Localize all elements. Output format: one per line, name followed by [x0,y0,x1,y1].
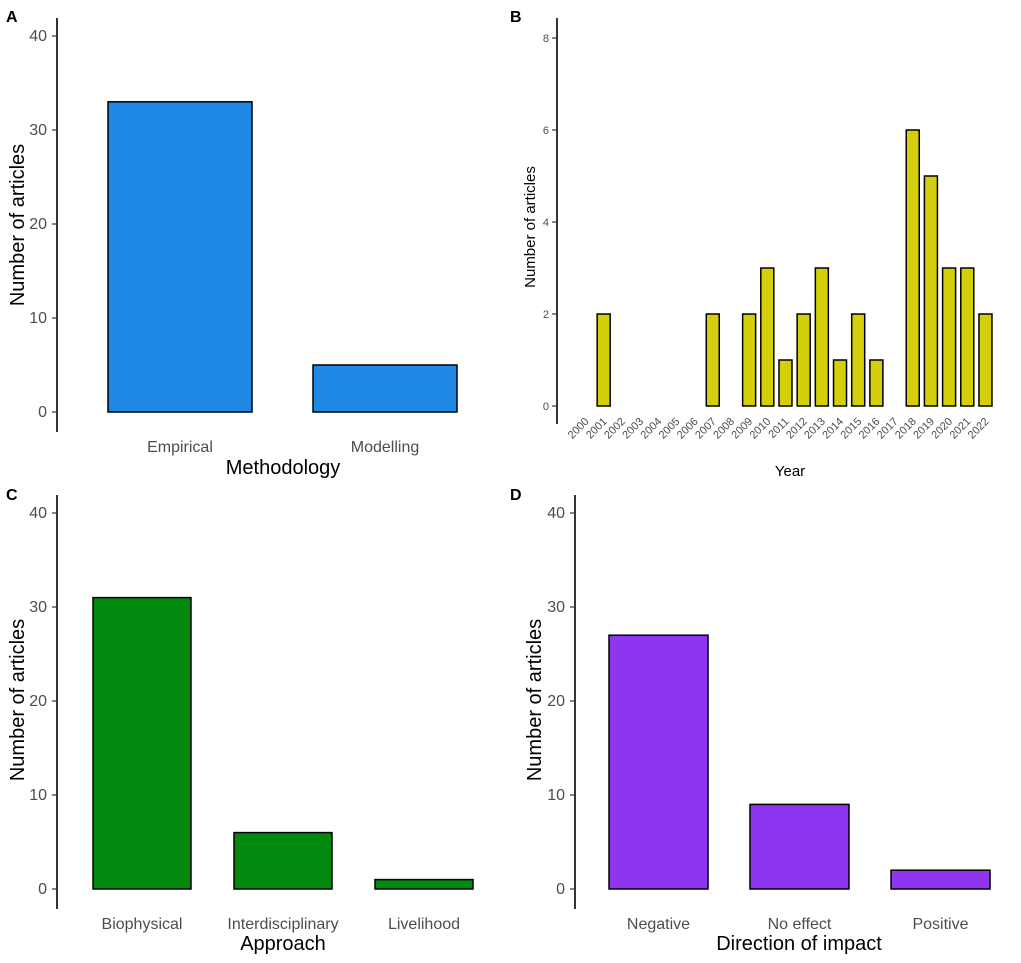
panel-b-y-tick-label: 0 [543,401,549,413]
panel-c-y-tick-label: 30 [29,599,47,616]
panel-a-y-tick-label: 40 [29,28,47,45]
panel-d-bar-positive [890,869,991,890]
panel-b-bar-2020 [941,267,957,407]
panel-b-bar-2011 [778,359,793,407]
panel-a-bar-empirical [107,101,253,413]
panel-b-y-axis-title: Number of articles [522,166,539,288]
panel-c: C 0 10 20 30 40 Biophysical Interdisciplinary Li… [6,487,474,955]
panel-d-y-tick-label: 40 [547,505,565,522]
panel-d-bar-no-effect [749,803,850,890]
panel-c-x-tick-label: Biophysical [102,916,183,933]
panel-b-label: B [510,9,522,26]
panel-c-x-axis-title: Approach [240,933,326,955]
panel-a-y-tick-label: 10 [29,310,47,327]
panel-c-y-tick-label: 40 [29,505,47,522]
panel-d-x-tick-label: No effect [768,916,832,933]
panel-d-bar-negative [608,634,709,890]
panel-c-x-tick-label: Interdisciplinary [227,916,338,933]
panel-c-label: C [6,487,18,504]
panel-b-bar-2007 [705,313,721,407]
panel-b-bar-2021 [960,267,975,407]
panel-d: D 0 10 20 30 40 Negative No effect Positive Direc… [510,487,991,955]
panel-b-bar-2012 [796,313,811,407]
panel-b-bar-2010 [760,267,775,407]
panel-b-y-tick-label: 2 [543,309,549,321]
panel-a-label: A [6,9,18,26]
panel-d-y-tick-label: 10 [547,787,565,804]
panel-d-y-tick-label: 0 [556,881,565,898]
panel-b-bar-2013 [814,267,830,407]
panel-c-x-tick-label: Livelihood [388,916,460,933]
panel-a-x-axis-title: Methodology [226,457,341,479]
panel-b-bar-2001 [596,313,611,407]
panel-b-bar-2018 [905,129,920,407]
panel-b: B024682000200120022003200420052006200720… [510,9,993,480]
panel-d-x-tick-label: Negative [627,916,690,933]
panel-c-bar-biophysical [92,596,192,890]
panel-c-y-tick-label: 0 [38,881,47,898]
panel-a-x-tick-label: Empirical [147,439,213,456]
panel-a-bar-modelling [312,364,458,413]
panel-a-x-tick-label: Modelling [351,439,419,456]
panel-b-bar-2015 [850,313,866,407]
panel-a-y-tick-label: 0 [38,404,47,421]
panel-b-y-tick-label: 6 [543,125,549,137]
panel-b-bar-2022 [978,313,993,407]
panel-d-y-tick-label: 20 [547,693,565,710]
panel-a-y-tick-label: 30 [29,122,47,139]
panel-b-bar-2009 [741,313,757,407]
panel-c-bar-livelihood [374,878,474,890]
panel-c-y-axis-title: Number of articles [7,619,29,781]
panel-a-y-axis-title: Number of articles [7,144,29,306]
panel-d-x-axis-title: Direction of impact [716,933,882,955]
panel-c-bar-interdisciplinary [233,831,333,890]
panel-c-y-tick-label: 10 [29,787,47,804]
panel-b-y-tick-label: 4 [543,217,549,229]
panel-b-x-axis-title: Year [775,463,805,480]
panel-a-y-tick-label: 20 [29,216,47,233]
panel-b-bar-2014 [832,359,848,407]
panel-d-y-tick-label: 30 [547,599,565,616]
panel-b-bar-2016 [869,359,884,407]
panel-b-y-tick-label: 8 [543,33,549,45]
panel-b-bar-2019 [923,175,939,407]
panel-c-y-tick-label: 20 [29,693,47,710]
panel-b-x-tick-label: 2022 [966,416,992,442]
panel-d-label: D [510,487,522,504]
panel-d-x-tick-label: Positive [912,916,968,933]
panel-a: A 0 10 20 30 40 Empirical Modelling Methodology N… [6,9,458,479]
panel-d-y-axis-title: Number of articles [524,619,546,781]
